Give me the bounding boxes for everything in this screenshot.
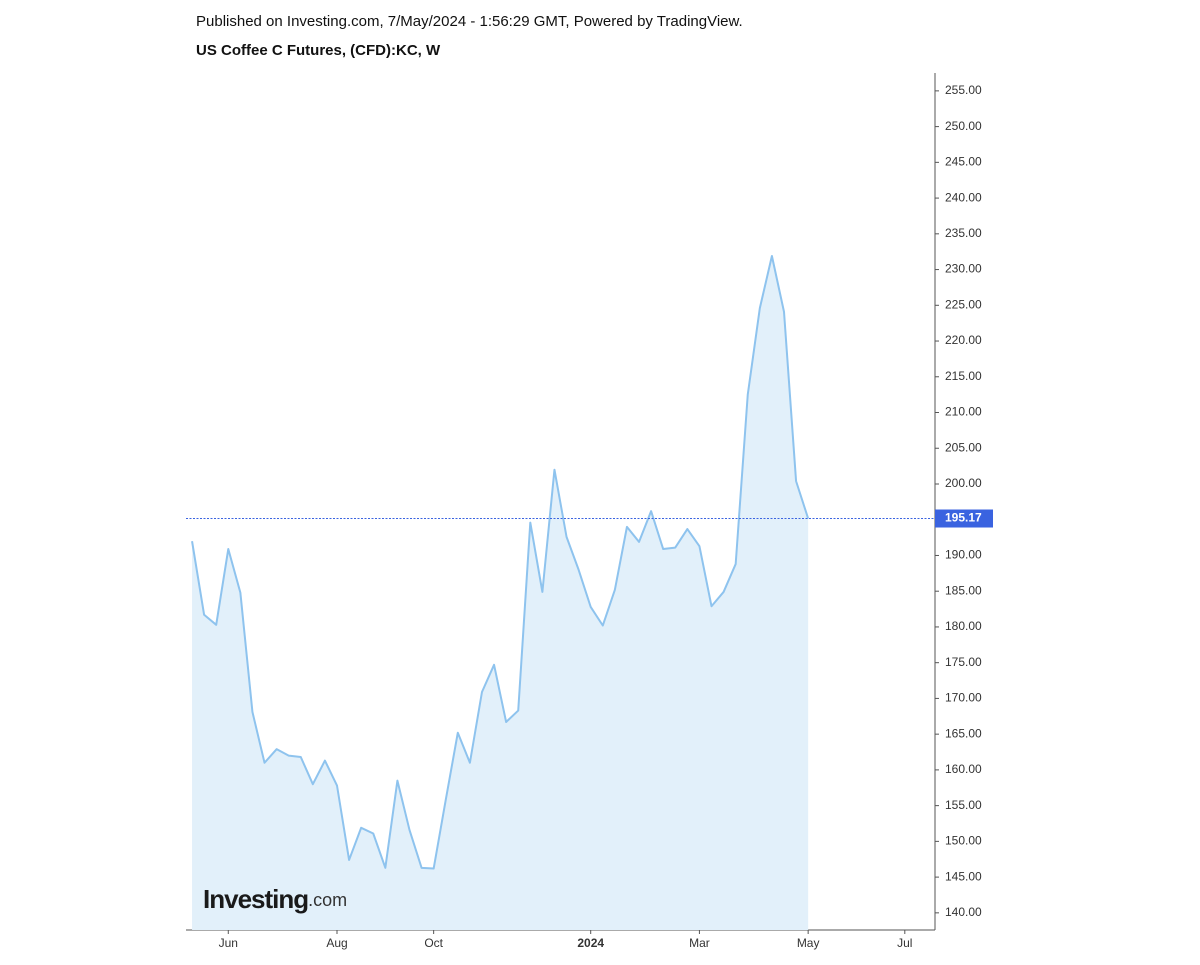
y-tick-label: 235.00	[945, 226, 982, 240]
x-tick-label: Aug	[326, 936, 347, 950]
x-tick-label: Jun	[219, 936, 238, 950]
chart-title: US Coffee C Futures, (CFD):KC, W	[196, 42, 441, 59]
y-tick-label: 160.00	[945, 762, 982, 776]
y-tick-label: 245.00	[945, 155, 982, 169]
y-tick-label: 205.00	[945, 440, 982, 454]
area-fill	[192, 255, 809, 931]
y-tick-label: 250.00	[945, 119, 982, 133]
y-tick-label: 175.00	[945, 655, 982, 669]
y-tick-label: 140.00	[945, 905, 982, 919]
y-tick-label: 240.00	[945, 190, 982, 204]
watermark-suffix: .com	[308, 890, 347, 910]
y-tick-label: 225.00	[945, 297, 982, 311]
published-note: Published on Investing.com, 7/May/2024 -…	[196, 13, 743, 30]
y-tick-label: 200.00	[945, 476, 982, 490]
y-tick-label: 230.00	[945, 262, 982, 276]
y-tick-label: 150.00	[945, 834, 982, 848]
current-price-badge	[935, 509, 993, 528]
watermark: Investing.com	[203, 884, 347, 914]
y-tick-label: 170.00	[945, 691, 982, 705]
y-tick-label: 220.00	[945, 333, 982, 347]
y-tick-label: 165.00	[945, 726, 982, 740]
y-tick-label: 210.00	[945, 405, 982, 419]
y-tick-label: 255.00	[945, 83, 982, 97]
x-tick-label: Jul	[897, 936, 912, 950]
y-tick-label: 185.00	[945, 583, 982, 597]
watermark-brand: Investing	[203, 884, 308, 914]
price-line	[191, 254, 810, 870]
y-tick-label: 155.00	[945, 798, 982, 812]
y-tick-label: 215.00	[945, 369, 982, 383]
y-tick-label: 180.00	[945, 619, 982, 633]
current-price-label: 195.17	[945, 511, 982, 525]
x-tick-label: 2024	[577, 936, 604, 950]
y-tick-label: 145.00	[945, 869, 982, 883]
x-tick-label: Oct	[424, 936, 443, 950]
y-tick-label: 190.00	[945, 548, 982, 562]
x-tick-label: Mar	[689, 936, 710, 950]
x-tick-label: May	[797, 936, 820, 950]
